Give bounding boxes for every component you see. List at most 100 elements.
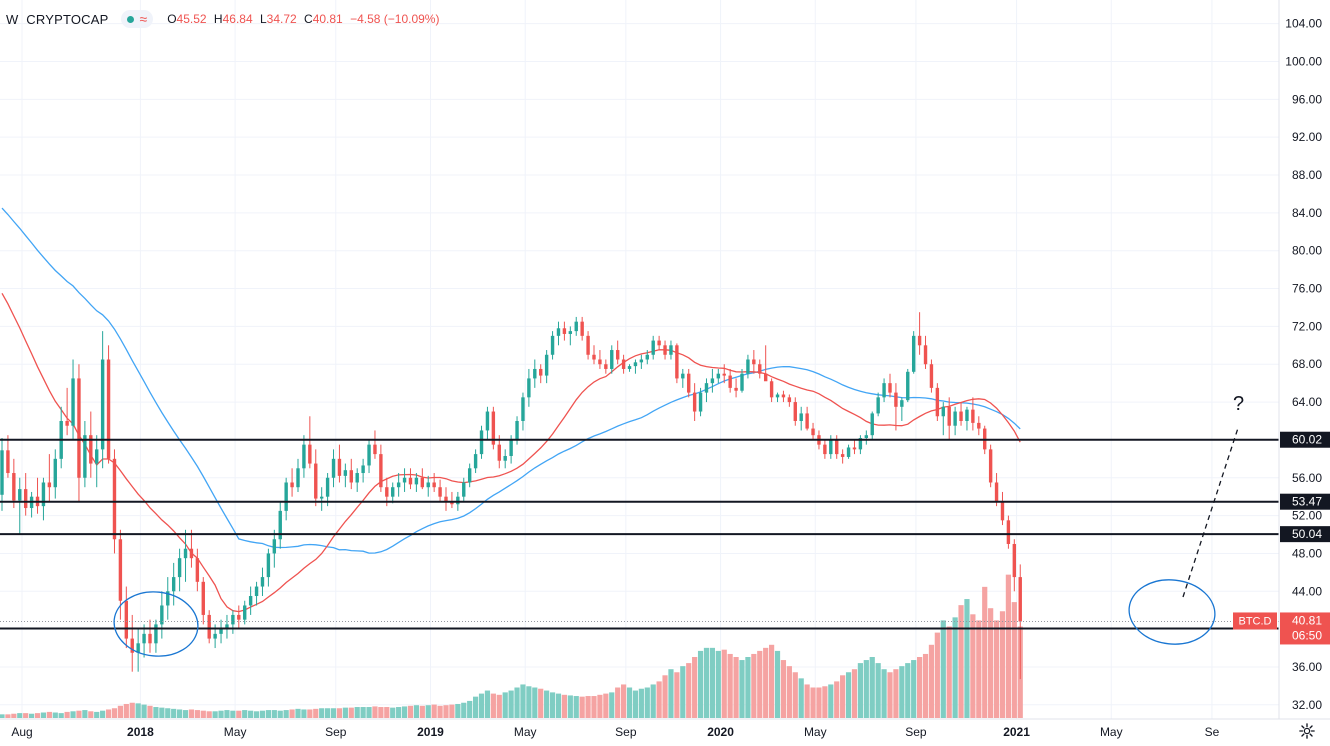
candle-body [687,373,691,393]
annotation-circle [1128,579,1216,645]
volume-bar [982,586,988,718]
volume-bar [674,672,680,718]
candle-body [231,614,235,625]
volume-bar [348,707,354,718]
interval-label[interactable]: W [6,11,19,27]
candle [296,458,300,492]
volume-bar [840,675,846,718]
candle-body [734,387,738,391]
volume-bar [200,710,206,718]
volume-bar [319,708,325,718]
candle-body [550,335,555,355]
candle [266,548,271,587]
candle-body [787,397,792,403]
candle-body [716,373,721,379]
close-value: 40.81 [312,12,343,26]
volume-bar [159,707,165,718]
volume-bar [567,695,573,718]
volume-bar [934,632,940,718]
candle-body [124,600,129,639]
candle [675,343,679,384]
candle [373,430,377,459]
open-key: O [167,12,177,26]
candle [319,487,324,511]
candle [278,501,282,549]
status-pill[interactable]: ≈ [120,10,154,28]
candle [402,468,407,492]
volume-bar [810,687,816,718]
candle-body [177,558,182,578]
volume-bar [727,653,733,718]
volume-bar [638,688,644,718]
volume-bar [70,711,76,718]
volume-bar [372,706,378,718]
candle-body [225,624,229,630]
candle-body [444,496,448,502]
trend-projection-line [1182,427,1239,598]
time-axis: Aug 2018 May Sep 2019 May Sep 2020 May Sep 2021 May… [0,718,1330,739]
candle [272,529,277,568]
candle [254,581,259,606]
ohlc-values: O45.52 H46.84 L34.72 C40.81 −4.58 (−10.0… [167,12,443,26]
candle-body [6,450,10,474]
candle-body [994,482,999,502]
symbol-label[interactable]: CRYPTOCAP [26,11,109,27]
candle [568,326,573,346]
ma-fast-line [1,292,1021,613]
candle-body [391,487,395,497]
price-tick-label: 104.00 [1285,17,1322,31]
candle-body [615,350,620,360]
volume-bar [206,711,212,718]
candle [698,387,703,417]
candle-body [284,482,288,511]
candle [349,458,353,490]
candle [977,416,981,436]
candle [687,368,691,398]
candle-body [266,553,271,578]
candle [171,562,176,606]
candle-body [195,558,200,582]
candle [840,449,845,464]
volume-bar [46,711,52,718]
candle-body [769,381,774,398]
volume-bar [236,710,242,718]
candle [858,435,863,455]
volume-bar [869,657,875,718]
level-badge-label: 53.47 [1292,495,1322,509]
volume-bar [40,712,47,718]
candle [243,600,247,625]
candle-body [852,447,857,450]
symbol-badge [1233,612,1277,630]
volume-bar [532,687,538,718]
price-tick-label: 96.00 [1292,92,1322,106]
candle [248,586,253,615]
volume-bar [342,707,348,718]
volume-bar [697,650,704,718]
candle [793,397,797,426]
candle-body [781,394,786,398]
candle-body [100,359,105,450]
candle-body [112,458,117,540]
candle [663,340,667,360]
volume-bar [609,692,615,718]
volume-bar [29,713,35,718]
volume-bar [390,707,396,718]
candle [100,331,105,469]
candle [337,444,342,483]
candle [142,624,146,658]
volume-bar [940,620,946,718]
candle-body [355,473,359,483]
volume-bar [597,694,603,718]
volume-bar [721,649,727,718]
volume-bar [774,650,781,718]
candle [799,406,803,431]
level-badge [1280,431,1330,448]
gear-icon[interactable] [1298,722,1316,740]
candle [177,548,182,592]
candle-body [888,383,892,393]
candle-body [89,435,93,464]
candle-body [272,539,277,554]
volume-bar [478,693,485,718]
candle-body [41,482,46,507]
